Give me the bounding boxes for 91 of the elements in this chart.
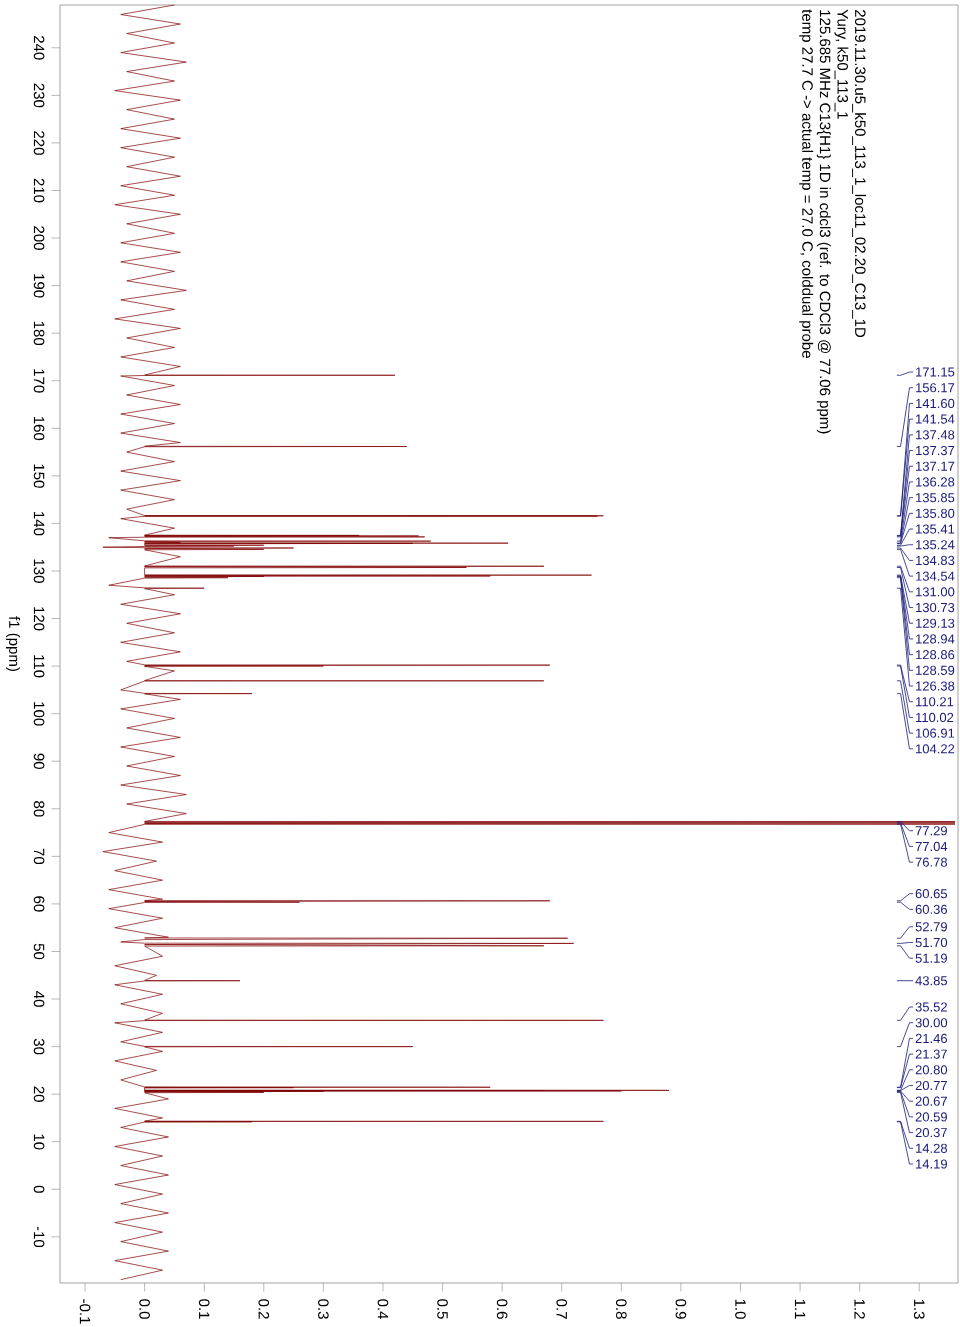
annotation: 141.54 xyxy=(916,414,955,424)
annotation: 135.24 xyxy=(916,540,955,550)
annotation: 60.65 xyxy=(915,889,948,899)
x-tick-label: 1.0 xyxy=(735,1299,746,1319)
x-tick-label: 1.2 xyxy=(854,1299,865,1319)
annotation: 136.28 xyxy=(916,477,955,487)
y-tick-label: 170 xyxy=(33,369,45,393)
annotation: 137.37 xyxy=(916,445,955,456)
annotation: 128.94 xyxy=(916,634,955,644)
annotation: 60.36 xyxy=(915,904,948,914)
annotation: 104.22 xyxy=(916,744,955,754)
annotation: 110.21 xyxy=(916,697,954,707)
annotation: 20.37 xyxy=(915,1128,947,1138)
annotation: 20.77 xyxy=(915,1080,947,1091)
y-tick-label: 80 xyxy=(33,801,45,817)
annotation: 126.38 xyxy=(916,681,955,691)
annotation: 137.48 xyxy=(916,430,955,440)
y-tick-label: 90 xyxy=(33,753,45,769)
annotation: 52.79 xyxy=(915,922,947,932)
y-tick-label: 0 xyxy=(33,1185,45,1193)
annotation: 21.46 xyxy=(915,1033,948,1044)
y-tick-label: 150 xyxy=(33,464,45,488)
y-tick-label: 100 xyxy=(33,702,45,726)
annotation: 14.19 xyxy=(916,1159,947,1169)
x-tick-label: -0.1 xyxy=(79,1299,91,1324)
annotation: 20.80 xyxy=(915,1065,948,1075)
y-tick-label: 110 xyxy=(33,655,45,678)
text: 2019.11.30.u5_k50_113_1_loc11_02.20_C13_1D xyxy=(852,9,866,338)
x-tick-label: 0.0 xyxy=(139,1299,150,1319)
annotation: 134.83 xyxy=(916,555,955,566)
y-tick-label: 180 xyxy=(33,321,45,346)
x-tick-label: 0.6 xyxy=(496,1299,508,1319)
annotation: 171.15 xyxy=(916,367,955,377)
y-tick-label: 10 xyxy=(33,1134,45,1150)
annotation: 128.86 xyxy=(916,650,955,660)
annotation: 20.59 xyxy=(915,1112,947,1122)
y-tick-label: 60 xyxy=(33,896,45,912)
y-tick-label: -10 xyxy=(33,1226,45,1248)
annotation: 141.60 xyxy=(916,398,955,409)
annotation: 20.67 xyxy=(915,1096,947,1106)
annotation: 135.80 xyxy=(916,508,955,518)
x-tick-label: 0.8 xyxy=(616,1299,627,1319)
y-tick-label: 200 xyxy=(33,226,45,250)
x-tick-label: 0.4 xyxy=(377,1299,389,1320)
y-tick-label: 30 xyxy=(33,1038,45,1055)
annotation: 76.78 xyxy=(915,857,948,867)
y-tick-label: 140 xyxy=(33,512,45,536)
y-tick-label: 240 xyxy=(33,36,45,60)
y-tick-label: 20 xyxy=(33,1086,45,1102)
y-tick-label: 230 xyxy=(33,83,45,108)
annotation: 106.91 xyxy=(916,728,955,738)
y-tick-label: 190 xyxy=(33,274,45,298)
annotation: 14.28 xyxy=(916,1143,948,1153)
y-tick-label: 160 xyxy=(33,416,45,441)
annotation: 156.17 xyxy=(916,383,955,393)
annotation: 134.54 xyxy=(916,571,955,581)
annotation: temp 27.7 C -> actual temp = 27.0 C, colddual probe xyxy=(799,9,814,358)
x-tick-label: 0.5 xyxy=(437,1299,448,1319)
y-tick-label: 130 xyxy=(33,559,45,583)
x-tick-label: 1.1 xyxy=(794,1299,806,1319)
annotation: 30.00 xyxy=(915,1018,948,1028)
x-tick-label: 0.1 xyxy=(198,1299,210,1319)
annotation: 35.52 xyxy=(915,1002,947,1012)
y-axis-title: f1 (ppm) xyxy=(6,616,21,671)
annotation: 77.29 xyxy=(915,826,947,836)
annotation: 125.685 MHz C13{H1} 1D in cdcl3 (ref. to CDCl3 @ 77.06 ppm) xyxy=(816,10,831,434)
annotation: 21.37 xyxy=(915,1049,947,1059)
x-tick-label: 0.9 xyxy=(675,1299,687,1319)
x-tick-label: 0.2 xyxy=(258,1299,270,1319)
annotation: 130.73 xyxy=(916,602,955,613)
annotation: 51.70 xyxy=(915,937,948,948)
y-tick-label: 120 xyxy=(33,607,45,631)
x-tick-label: 1.3 xyxy=(913,1299,925,1319)
annotation: 43.85 xyxy=(915,976,948,986)
annotation: 110.02 xyxy=(916,712,954,723)
x-tick-label: 0.3 xyxy=(318,1299,329,1319)
y-tick-label: 220 xyxy=(33,131,45,155)
annotation: 128.59 xyxy=(916,665,955,675)
y-tick-label: 50 xyxy=(33,943,45,960)
annotation: 135.85 xyxy=(916,493,955,503)
annotation: 77.04 xyxy=(915,841,948,852)
y-tick-label: 210 xyxy=(33,178,45,203)
text: Yury, k50_113_1 xyxy=(834,9,849,119)
y-tick-label: 40 xyxy=(33,991,45,1007)
annotation: 129.13 xyxy=(916,618,955,628)
annotation: 137.17 xyxy=(916,461,955,471)
x-tick-label: 0.7 xyxy=(556,1299,568,1319)
annotation: 131.00 xyxy=(916,587,955,597)
annotation: 51.19 xyxy=(915,953,947,963)
annotation: 135.41 xyxy=(916,524,955,534)
y-tick-label: 70 xyxy=(33,848,45,865)
